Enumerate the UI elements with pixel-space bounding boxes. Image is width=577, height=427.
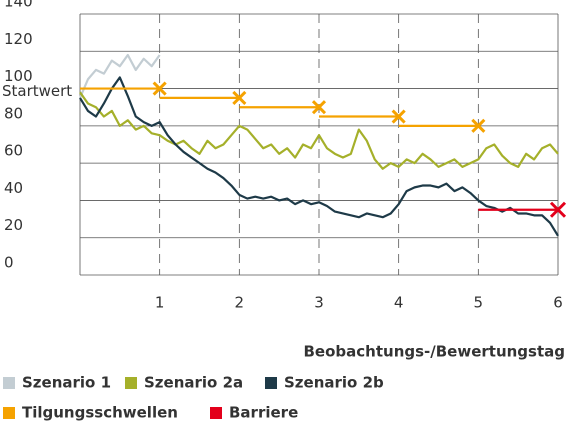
- x-tick-label: 2: [235, 294, 245, 312]
- legend-swatch: [125, 377, 137, 389]
- series-line: [79, 76, 559, 237]
- y-tick-label: 60: [4, 142, 23, 160]
- legend-swatch: [265, 377, 277, 389]
- legend-label: Barriere: [229, 404, 298, 422]
- marker: [471, 118, 486, 133]
- y-tick-label: 80: [4, 104, 23, 122]
- y-tick-label: 120: [4, 30, 33, 48]
- legend-label: Szenario 1: [22, 374, 111, 392]
- marker: [549, 201, 567, 218]
- series-line: [78, 53, 161, 99]
- x-axis-title: Beobachtungs-/Bewertungstag: [304, 343, 566, 361]
- legend-swatch: [3, 377, 15, 389]
- x-tick-label: 1: [155, 294, 165, 312]
- marker: [232, 90, 247, 105]
- legend-swatch: [210, 407, 222, 419]
- y-tick-label: 40: [4, 179, 23, 197]
- x-tick-label: 5: [474, 294, 484, 312]
- x-tick-label: 6: [553, 294, 563, 312]
- y-tick-label: 140: [4, 0, 33, 11]
- x-tick-label: 4: [394, 294, 404, 312]
- y-tick-label: 20: [4, 216, 23, 234]
- marker: [311, 100, 327, 115]
- series-line: [79, 91, 559, 170]
- x-tick-label: 3: [314, 294, 324, 312]
- legend-label: Tilgungsschwellen: [22, 404, 178, 422]
- annotation: Startwert: [2, 82, 72, 100]
- legend-swatch: [3, 407, 15, 419]
- marker: [391, 109, 406, 124]
- marker: [152, 81, 167, 96]
- y-tick-label: 0: [4, 254, 14, 272]
- y-tick-label: 100: [4, 67, 33, 85]
- legend-label: Szenario 2b: [284, 374, 384, 392]
- legend-label: Szenario 2a: [144, 374, 243, 392]
